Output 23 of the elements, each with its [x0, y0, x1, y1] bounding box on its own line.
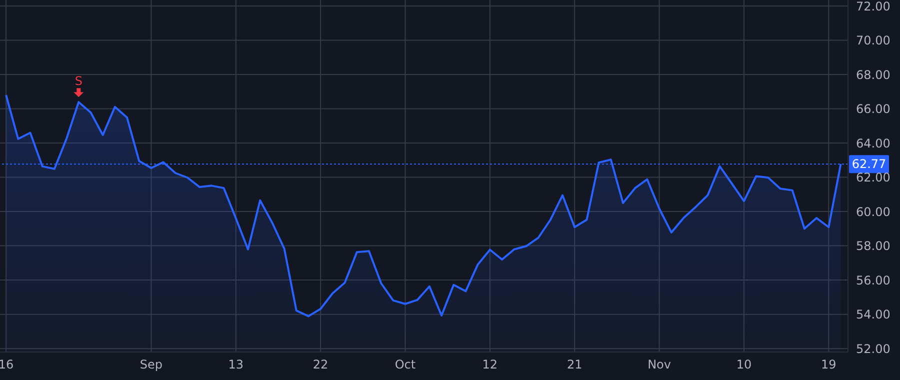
y-tick-label: 54.00 — [856, 308, 890, 322]
y-tick-label: 52.00 — [856, 342, 890, 356]
x-tick-label: Sep — [140, 358, 163, 372]
annotation: S — [74, 74, 82, 88]
x-tick-label: 16 — [0, 358, 14, 372]
x-tick-label: 19 — [821, 358, 836, 372]
y-tick-label: 70.00 — [856, 34, 890, 48]
y-tick-label: 58.00 — [856, 239, 890, 254]
y-tick-label: 60.00 — [856, 204, 890, 219]
x-tick-label: 10 — [736, 358, 752, 372]
y-tick-label: 72.00 — [856, 0, 890, 14]
y-tick-label: 66.00 — [856, 102, 890, 116]
x-tick-label: 13 — [228, 358, 244, 372]
x-tick-label: Oct — [394, 358, 416, 372]
y-tick-label: 64.00 — [856, 136, 890, 150]
x-tick-label: 12 — [482, 358, 498, 372]
y-tick-label: 68.00 — [856, 68, 890, 82]
x-tick-label: 22 — [312, 358, 328, 372]
x-tick-label: Nov — [648, 358, 671, 372]
y-tick-label: 62.00 — [856, 170, 890, 185]
x-tick-label: 21 — [566, 358, 582, 372]
y-tick-label: 56.00 — [856, 273, 890, 288]
ref-line-label: 62.77 — [852, 157, 886, 172]
